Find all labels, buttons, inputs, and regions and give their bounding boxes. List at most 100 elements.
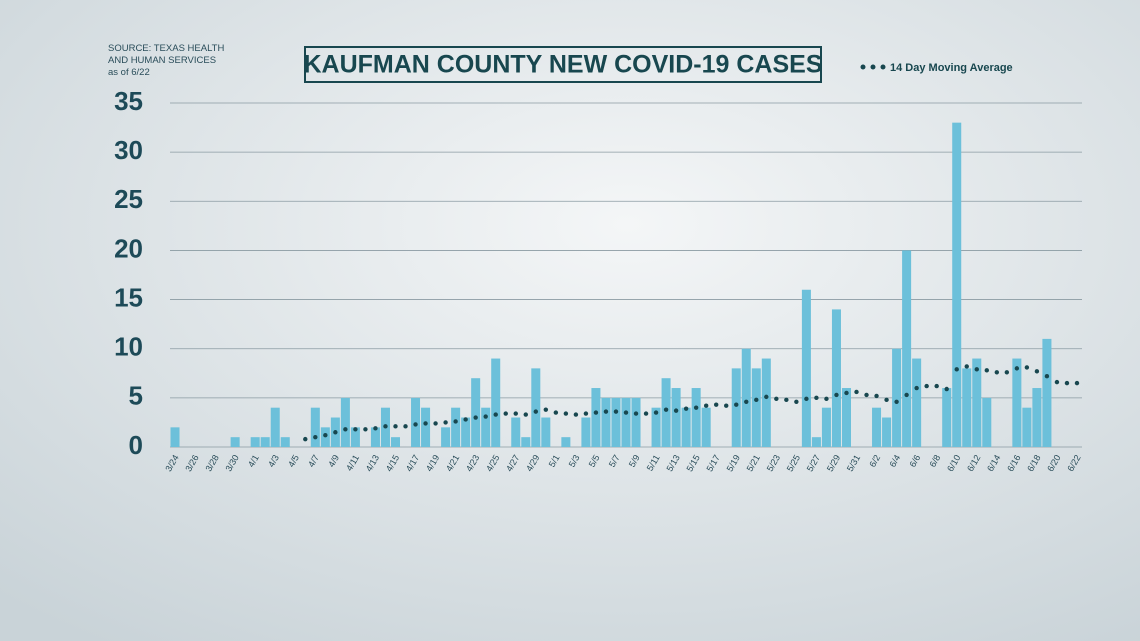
moving-average-dot bbox=[333, 430, 338, 435]
moving-average-dot bbox=[623, 410, 629, 415]
moving-average-dot bbox=[1024, 365, 1030, 370]
bar bbox=[170, 427, 180, 447]
bar bbox=[962, 368, 972, 447]
moving-average-dot bbox=[744, 399, 749, 404]
moving-average-dot bbox=[683, 406, 689, 411]
bar bbox=[461, 417, 471, 447]
bar bbox=[831, 309, 841, 447]
moving-average-dot bbox=[713, 402, 719, 407]
moving-average-dot bbox=[703, 403, 709, 408]
moving-average-dot bbox=[954, 367, 959, 372]
moving-average-dot bbox=[373, 426, 378, 431]
moving-average-dot bbox=[754, 397, 759, 403]
bar bbox=[491, 358, 501, 447]
moving-average-dot bbox=[583, 411, 589, 416]
source-line: SOURCE: TEXAS HEALTH bbox=[108, 43, 224, 54]
bar bbox=[621, 397, 631, 447]
bar bbox=[1012, 358, 1022, 447]
moving-average-dot bbox=[603, 409, 609, 414]
bar bbox=[250, 437, 260, 447]
moving-average-dot bbox=[974, 367, 979, 372]
legend-dot bbox=[870, 64, 876, 70]
bar bbox=[952, 122, 962, 448]
moving-average-dot bbox=[403, 424, 408, 429]
bar bbox=[661, 378, 671, 447]
bar bbox=[340, 397, 350, 447]
bar bbox=[671, 388, 681, 447]
bar bbox=[591, 388, 601, 447]
bar bbox=[1032, 388, 1042, 447]
bar bbox=[310, 407, 320, 447]
moving-average-dot bbox=[563, 411, 569, 416]
moving-average-dot bbox=[764, 394, 769, 400]
moving-average-dot bbox=[483, 414, 488, 419]
moving-average-dot bbox=[884, 397, 889, 403]
moving-average-dot bbox=[1044, 374, 1050, 379]
moving-average-dot bbox=[393, 424, 398, 429]
moving-average-dot bbox=[423, 421, 428, 426]
bar bbox=[581, 417, 591, 447]
moving-average-dot bbox=[543, 407, 549, 412]
moving-average-dot bbox=[363, 427, 368, 432]
moving-average-dot bbox=[934, 383, 939, 389]
moving-average-dot bbox=[313, 434, 318, 440]
bar bbox=[541, 417, 551, 447]
bar bbox=[471, 378, 481, 447]
bar bbox=[280, 437, 290, 447]
moving-average-dot bbox=[1034, 369, 1040, 374]
moving-average-dot bbox=[343, 427, 348, 432]
moving-average-dot bbox=[1054, 379, 1060, 385]
bar bbox=[892, 348, 902, 447]
moving-average-dot bbox=[874, 393, 879, 399]
bar bbox=[872, 407, 882, 447]
moving-average-dot bbox=[894, 399, 899, 404]
moving-average-dot bbox=[353, 427, 358, 432]
y-tick-label: 0 bbox=[129, 430, 143, 460]
moving-average-dot bbox=[513, 411, 518, 416]
moving-average-dot bbox=[663, 407, 669, 412]
moving-average-dot bbox=[984, 368, 989, 373]
moving-average-dot bbox=[814, 395, 819, 401]
bar bbox=[370, 427, 380, 447]
moving-average-dot bbox=[533, 409, 539, 414]
moving-average-dot bbox=[1074, 380, 1080, 386]
bar bbox=[751, 368, 761, 447]
bar bbox=[511, 417, 521, 447]
bar bbox=[801, 289, 811, 447]
moving-average-dot bbox=[383, 424, 388, 429]
y-tick-label: 15 bbox=[114, 282, 143, 312]
bar bbox=[811, 437, 821, 447]
moving-average-dot bbox=[994, 370, 1000, 375]
legend-dot bbox=[880, 64, 886, 70]
moving-average-dot bbox=[794, 399, 799, 404]
moving-average-dot bbox=[734, 402, 739, 407]
moving-average-dot bbox=[443, 420, 448, 425]
source-line: as of 6/22 bbox=[108, 67, 150, 78]
moving-average-dot bbox=[413, 422, 418, 427]
moving-average-dot bbox=[724, 403, 729, 408]
moving-average-dot bbox=[844, 390, 849, 396]
bar bbox=[701, 407, 711, 447]
bar bbox=[230, 437, 240, 447]
moving-average-dot bbox=[834, 392, 839, 398]
moving-average-dot bbox=[693, 405, 699, 410]
y-tick-label: 20 bbox=[114, 233, 143, 263]
moving-average-dot bbox=[523, 412, 528, 417]
bar bbox=[260, 437, 270, 447]
moving-average-dot bbox=[303, 436, 308, 442]
moving-average-dot bbox=[463, 417, 468, 422]
moving-average-dot bbox=[804, 396, 809, 402]
y-tick-label: 25 bbox=[114, 184, 143, 214]
moving-average-dot bbox=[493, 412, 498, 417]
bar bbox=[481, 407, 491, 447]
moving-average-dot bbox=[854, 389, 859, 395]
bar bbox=[841, 388, 851, 447]
bar bbox=[350, 427, 360, 447]
bar bbox=[1042, 338, 1052, 447]
bar bbox=[882, 417, 892, 447]
y-tick-label: 5 bbox=[129, 381, 143, 411]
bar bbox=[982, 397, 992, 447]
bar bbox=[651, 407, 661, 447]
y-tick-label: 10 bbox=[114, 332, 143, 362]
